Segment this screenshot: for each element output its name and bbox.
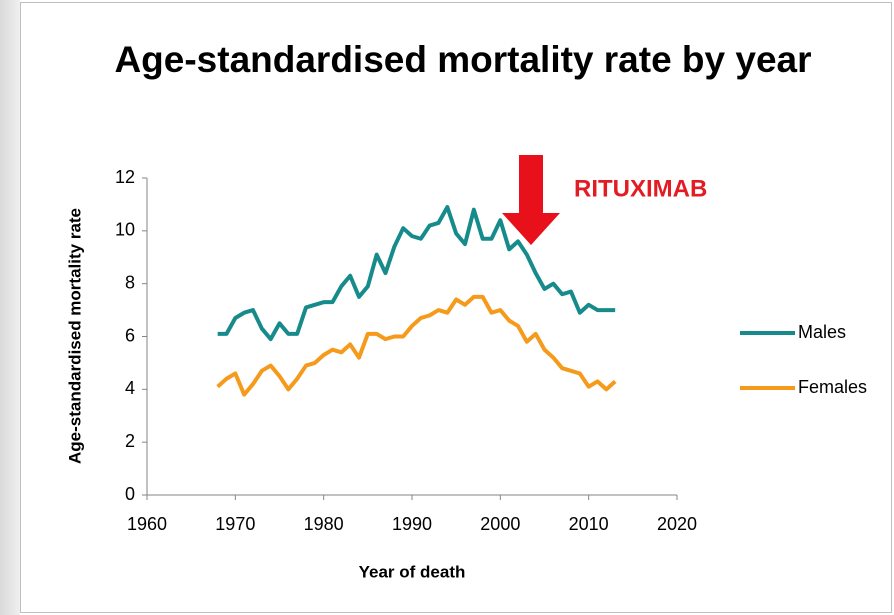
y-axis-label: Age-standardised mortality rate [65,208,84,464]
frame [20,2,892,613]
x-tick-label: 1980 [304,514,344,534]
x-tick-label: 2020 [657,514,697,534]
x-tick-label: 1990 [392,514,432,534]
legend-label: Females [798,377,867,397]
x-tick-label: 1970 [215,514,255,534]
chart-title: Age-standardised mortality rate by year [114,39,812,80]
side-strip [0,0,20,615]
x-tick-label: 1960 [127,514,167,534]
y-tick-label: 12 [115,167,135,187]
line-series [216,294,617,397]
y-tick-label: 0 [125,484,135,504]
x-tick-label: 2000 [480,514,520,534]
y-tick-label: 10 [115,220,135,240]
annotation: RITUXIMAB [574,175,707,202]
x-tick-label: 2010 [569,514,609,534]
y-tick-label: 2 [125,431,135,451]
legend-label: Males [798,322,846,342]
line-series [217,205,616,342]
y-tick-label: 8 [125,272,135,292]
y-tick-label: 6 [125,325,135,345]
x-axis-label: Year of death [359,562,466,581]
arrow [502,155,560,245]
y-tick-label: 4 [125,378,135,398]
